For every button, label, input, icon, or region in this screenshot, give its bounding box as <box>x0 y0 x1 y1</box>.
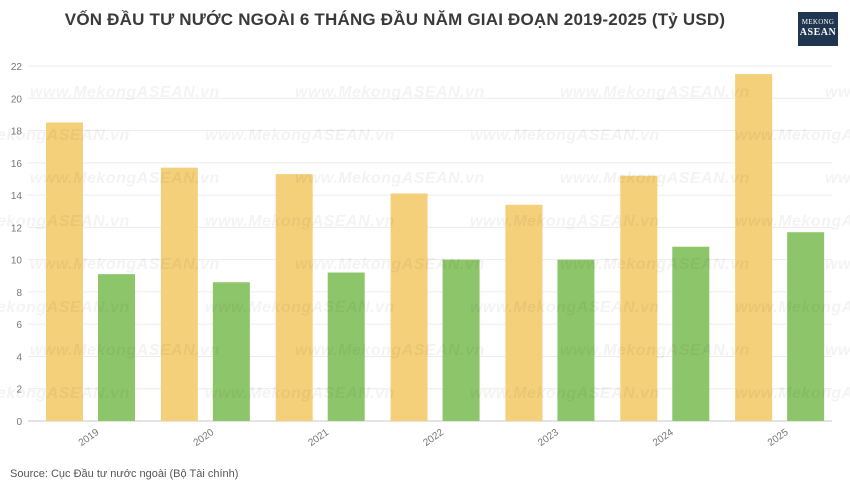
x-tick-label: 2024 <box>651 427 676 449</box>
y-tick-label: 20 <box>11 94 23 105</box>
logo-line-2: ASEAN <box>799 27 837 38</box>
x-tick-label: 2019 <box>77 427 102 449</box>
x-tick-label: 2025 <box>766 427 791 449</box>
bar-series-2 <box>442 259 480 421</box>
y-tick-label: 4 <box>16 352 22 363</box>
y-tick-label: 6 <box>16 320 22 331</box>
bar-series-1 <box>390 193 428 421</box>
bar-series-2 <box>787 232 825 421</box>
logo-line-1: MEKONG <box>801 18 835 26</box>
x-tick-label: 2021 <box>307 427 332 449</box>
bar-series-1 <box>275 174 313 421</box>
y-tick-label: 8 <box>16 288 22 299</box>
y-tick-label: 10 <box>11 256 23 267</box>
y-tick-label: 14 <box>11 191 23 202</box>
bar-series-2 <box>98 274 135 421</box>
bar-series-1 <box>735 74 773 422</box>
bar-series-1 <box>620 175 658 421</box>
bar-series-2 <box>212 282 250 421</box>
y-tick-label: 12 <box>11 223 23 234</box>
mekong-asean-logo: MEKONG ASEAN <box>798 12 838 46</box>
y-tick-label: 22 <box>11 62 23 73</box>
bar-series-1 <box>160 167 198 421</box>
bar-series-2 <box>327 272 365 421</box>
bar-series-2 <box>672 246 710 421</box>
x-tick-label: 2023 <box>536 427 561 449</box>
x-tick-label: 2020 <box>192 427 217 449</box>
x-tick-label: 2022 <box>421 427 446 449</box>
y-tick-label: 16 <box>11 159 23 170</box>
bar-series-2 <box>557 259 595 421</box>
y-tick-label: 18 <box>11 127 23 138</box>
y-tick-label: 0 <box>16 417 22 428</box>
bar-series-1 <box>505 204 543 421</box>
y-tick-label: 2 <box>16 385 22 396</box>
bar-series-1 <box>46 122 83 422</box>
source-note: Source: Cục Đầu tư nước ngoài (Bộ Tài ch… <box>10 468 239 480</box>
chart-title: VỐN ĐẦU TƯ NƯỚC NGOÀI 6 THÁNG ĐẦU NĂM GI… <box>64 10 726 29</box>
